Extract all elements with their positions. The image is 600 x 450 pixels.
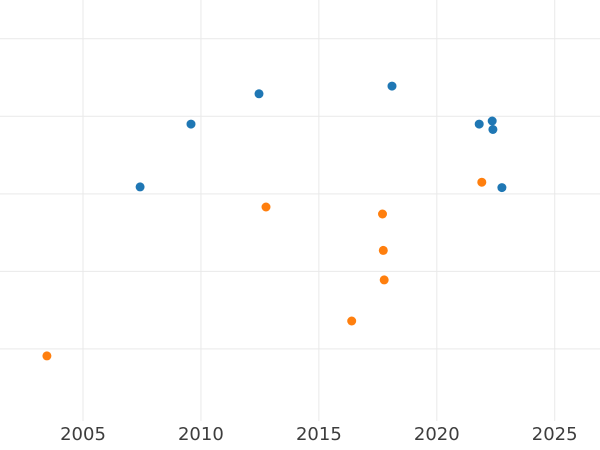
data-point-orange-series xyxy=(42,351,52,361)
x-tick-label: 2015 xyxy=(296,424,342,445)
data-point-orange-series xyxy=(378,209,387,219)
data-point-orange-series xyxy=(261,202,271,212)
data-point-blue-series xyxy=(497,183,507,193)
x-tick-label: 2010 xyxy=(178,424,224,445)
data-point-blue-series xyxy=(254,89,264,99)
data-point-blue-series xyxy=(487,116,497,126)
x-tick-label: 2025 xyxy=(532,424,578,445)
data-point-blue-series xyxy=(488,125,498,134)
data-point-orange-series xyxy=(347,316,357,326)
data-point-orange-series xyxy=(378,245,388,255)
data-point-orange-series xyxy=(477,177,487,187)
data-point-blue-series xyxy=(474,119,484,129)
x-tick-labels: 2005 2010 2015 2020 2025 xyxy=(60,424,578,445)
gridlines xyxy=(0,0,600,421)
data-point-blue-series xyxy=(135,182,145,192)
data-point-orange-series xyxy=(379,275,389,285)
data-points xyxy=(42,81,507,361)
data-point-blue-series xyxy=(186,119,196,129)
data-point-blue-series xyxy=(387,81,397,91)
x-tick-label: 2005 xyxy=(60,424,106,445)
x-tick-label: 2020 xyxy=(414,424,460,445)
